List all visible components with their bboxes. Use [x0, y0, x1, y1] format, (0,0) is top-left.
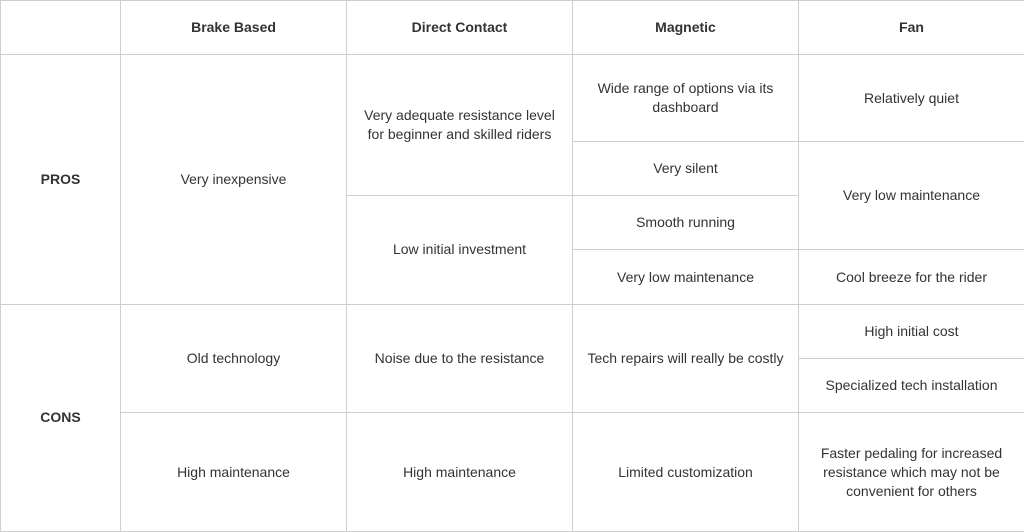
cons-brake-based-1: Old technology: [121, 304, 347, 413]
pros-fan-3: Cool breeze for the rider: [799, 250, 1024, 304]
cons-magnetic-1: Tech repairs will really be costly: [573, 304, 799, 413]
pros-direct-contact-2: Low initial investment: [347, 196, 573, 305]
row-label-cons: CONS: [1, 304, 121, 531]
header-fan: Fan: [799, 1, 1024, 55]
cons-fan-2: Specialized tech installation: [799, 358, 1024, 412]
header-magnetic: Magnetic: [573, 1, 799, 55]
cons-fan-3: Faster pedaling for increased resistance…: [799, 413, 1024, 532]
row-label-pros: PROS: [1, 55, 121, 304]
cons-row-1: CONS Old technology Noise due to the res…: [1, 304, 1024, 358]
pros-fan-1: Relatively quiet: [799, 55, 1024, 141]
pros-direct-contact-1: Very adequate resistance level for begin…: [347, 55, 573, 196]
cons-brake-based-2: High maintenance: [121, 413, 347, 532]
pros-brake-based-1: Very inexpensive: [121, 55, 347, 304]
header-brake-based: Brake Based: [121, 1, 347, 55]
header-blank: [1, 1, 121, 55]
table-header-row: Brake Based Direct Contact Magnetic Fan: [1, 1, 1024, 55]
pros-fan-2: Very low maintenance: [799, 141, 1024, 250]
pros-magnetic-2: Very silent: [573, 141, 799, 195]
cons-magnetic-2: Limited customization: [573, 413, 799, 532]
comparison-table: Brake Based Direct Contact Magnetic Fan …: [0, 0, 1024, 532]
pros-magnetic-4: Very low maintenance: [573, 250, 799, 304]
cons-direct-contact-1: Noise due to the resistance: [347, 304, 573, 413]
header-direct-contact: Direct Contact: [347, 1, 573, 55]
pros-magnetic-3: Smooth running: [573, 196, 799, 250]
comparison-table-container: Brake Based Direct Contact Magnetic Fan …: [0, 0, 1024, 532]
cons-fan-1: High initial cost: [799, 304, 1024, 358]
cons-direct-contact-2: High maintenance: [347, 413, 573, 532]
pros-row-1: PROS Very inexpensive Very adequate resi…: [1, 55, 1024, 141]
pros-magnetic-1: Wide range of options via its dashboard: [573, 55, 799, 141]
